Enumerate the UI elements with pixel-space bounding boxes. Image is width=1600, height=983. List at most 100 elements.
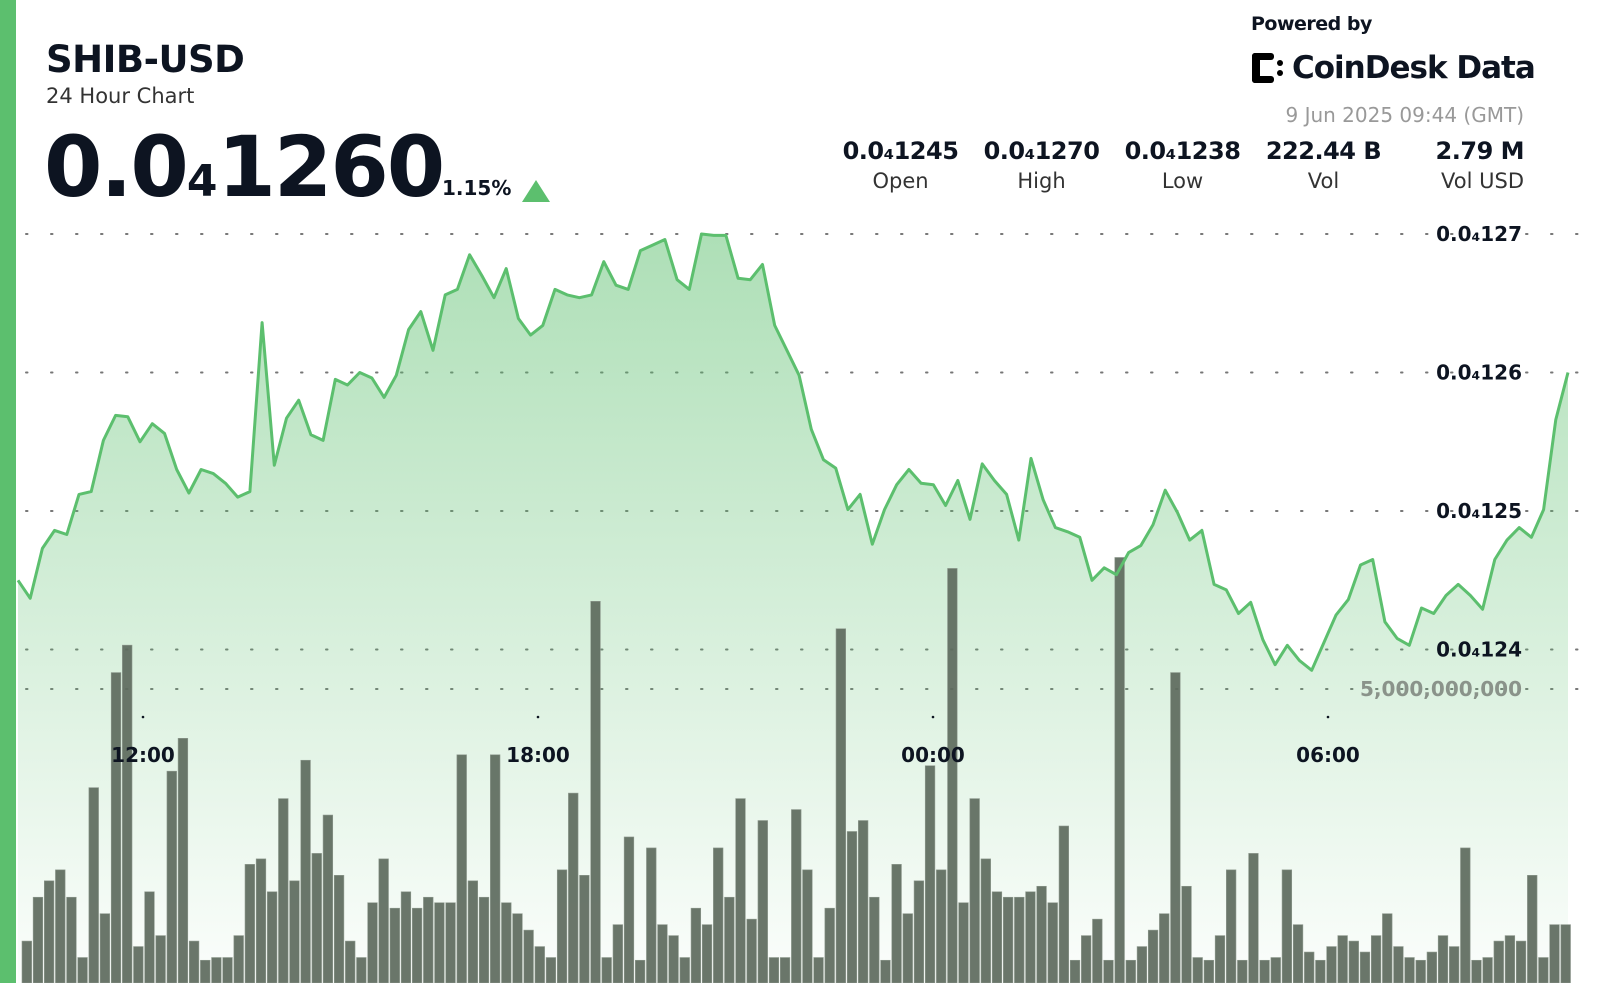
volume-bar bbox=[55, 869, 66, 983]
volume-bar bbox=[512, 913, 523, 983]
volume-bar bbox=[735, 798, 746, 983]
volume-bar bbox=[200, 959, 211, 983]
volume-bar bbox=[1092, 918, 1103, 983]
volume-bar bbox=[1527, 875, 1538, 983]
stat-label: Vol USD bbox=[1441, 169, 1524, 193]
volume-bar bbox=[1370, 935, 1382, 983]
price-zero-count: 4 bbox=[186, 156, 218, 207]
volume-bar bbox=[367, 902, 378, 983]
volume-bar bbox=[646, 847, 657, 983]
volume-bar bbox=[289, 880, 300, 983]
volume-bar bbox=[467, 880, 478, 983]
volume-bar bbox=[233, 935, 244, 983]
pair-title: SHIB-USD bbox=[46, 38, 245, 81]
up-triangle-icon bbox=[522, 180, 550, 202]
volume-bar bbox=[690, 907, 702, 983]
volume-bar bbox=[389, 907, 400, 983]
volume-bar bbox=[445, 902, 456, 983]
volume-bar bbox=[869, 896, 880, 983]
stat-label: Vol bbox=[1307, 169, 1340, 193]
volume-bar bbox=[601, 957, 612, 983]
volume-bar bbox=[1348, 940, 1359, 983]
volume-bar bbox=[1437, 935, 1449, 983]
volume-bar bbox=[1103, 959, 1114, 983]
volume-bar bbox=[1404, 957, 1415, 983]
volume-bar bbox=[77, 957, 88, 983]
stats-row: 0.0₄1245 Open 0.0₄1270 High 0.0₄1238 Low 22… bbox=[830, 137, 1525, 193]
stat-value: 0.0₄1238 bbox=[1124, 137, 1241, 165]
volume-bar bbox=[490, 754, 501, 983]
volume-bar bbox=[456, 754, 467, 983]
accent-bar bbox=[0, 0, 16, 983]
volume-bar bbox=[1482, 957, 1493, 983]
volume-bar bbox=[211, 957, 222, 983]
volume-bar bbox=[144, 891, 155, 983]
volume-bar bbox=[1203, 959, 1214, 983]
volume-bar bbox=[1504, 935, 1516, 983]
stat-value: 0.0₄1270 bbox=[983, 137, 1100, 165]
x-tick-label: 12:00 bbox=[111, 743, 175, 767]
volume-bar bbox=[311, 853, 322, 983]
volume-bar bbox=[400, 891, 412, 983]
volume-bar bbox=[1281, 869, 1293, 983]
y-tick-label: 0.0₄126 bbox=[1436, 361, 1522, 385]
volume-bar bbox=[1081, 935, 1092, 983]
volume-bar bbox=[657, 924, 668, 983]
volume-bar bbox=[423, 896, 434, 983]
volume-bar bbox=[779, 957, 791, 983]
volume-bar bbox=[255, 858, 267, 983]
volume-bar bbox=[891, 864, 902, 983]
stat-vol-usd: 2.79 M Vol USD bbox=[1394, 137, 1525, 193]
volume-bar bbox=[1270, 957, 1281, 983]
volume-bar bbox=[545, 957, 557, 983]
volume-bar bbox=[1069, 959, 1081, 983]
volume-bar bbox=[1292, 924, 1304, 983]
volume-bar bbox=[333, 875, 345, 983]
volume-bar bbox=[501, 902, 512, 983]
volume-bar bbox=[133, 946, 144, 983]
volume-bar bbox=[1560, 924, 1571, 983]
volume-bar bbox=[746, 918, 757, 983]
y-tick-label: 0.0₄125 bbox=[1436, 499, 1522, 523]
volume-bar bbox=[813, 957, 824, 983]
volume-bar bbox=[1549, 924, 1560, 983]
volume-bar bbox=[556, 869, 568, 983]
volume-bar bbox=[768, 957, 780, 983]
volume-bar bbox=[1471, 959, 1482, 983]
volume-bar bbox=[1014, 896, 1025, 983]
volume-bar bbox=[1259, 959, 1270, 983]
volume-bar bbox=[824, 907, 835, 983]
volume-bar bbox=[122, 644, 133, 983]
volume-bar bbox=[568, 792, 579, 983]
volume-bar bbox=[1393, 946, 1404, 983]
volume-bar bbox=[1237, 959, 1248, 983]
volume-bar bbox=[222, 957, 233, 983]
volume-bar bbox=[278, 798, 289, 983]
y-tick-label: 0.0₄124 bbox=[1436, 638, 1522, 662]
volume-bar bbox=[322, 814, 334, 983]
stat-high: 0.0₄1270 High bbox=[971, 137, 1112, 193]
volume-bar bbox=[1415, 959, 1426, 983]
volume-bar bbox=[300, 759, 311, 983]
x-tick-mark bbox=[1326, 715, 1330, 719]
volume-bar bbox=[1036, 885, 1047, 983]
volume-bar bbox=[612, 924, 623, 983]
volume-bar bbox=[99, 913, 111, 983]
volume-bar bbox=[1192, 957, 1203, 983]
volume-bar bbox=[155, 935, 166, 983]
volume-bar bbox=[802, 869, 813, 983]
volume-bar bbox=[434, 902, 445, 983]
volume-bar bbox=[757, 820, 768, 983]
volume-bar bbox=[244, 864, 255, 983]
y-tick-label: 0.0₄127 bbox=[1436, 222, 1522, 246]
volume-bar bbox=[1304, 951, 1315, 983]
stat-low: 0.0₄1238 Low bbox=[1112, 137, 1253, 193]
volume-bar bbox=[924, 765, 936, 983]
volume-bar bbox=[21, 940, 32, 983]
price-line bbox=[16, 232, 1570, 672]
change-percent: 1.15% bbox=[442, 176, 512, 200]
volume-bar bbox=[534, 946, 545, 983]
volume-bar bbox=[1025, 891, 1036, 983]
volume-bar bbox=[188, 940, 200, 983]
